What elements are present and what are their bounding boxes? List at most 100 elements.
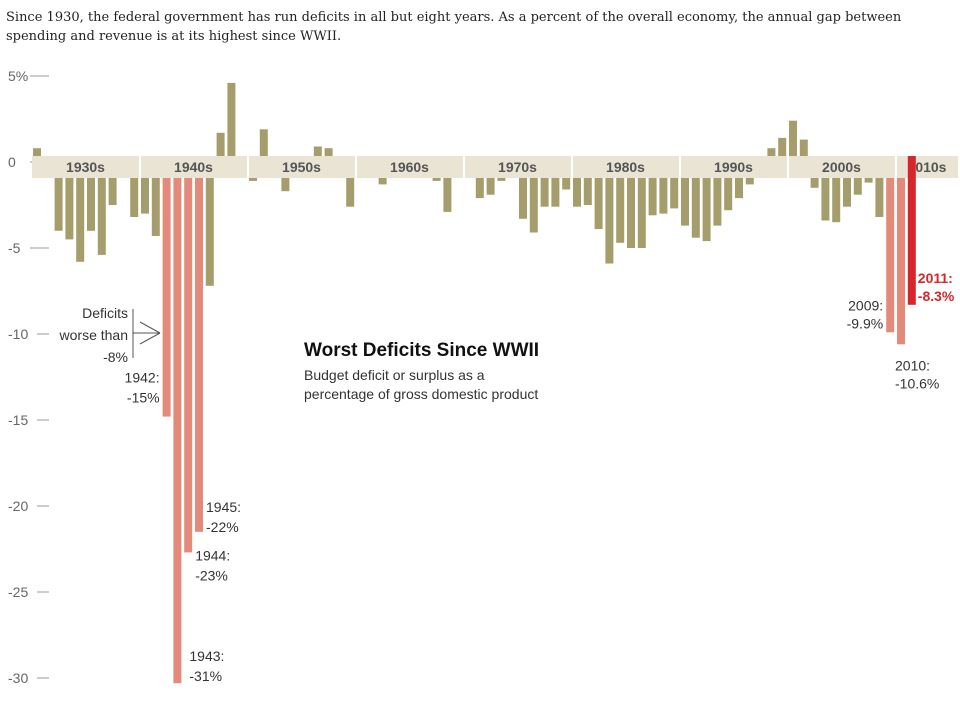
bar-1951 <box>259 129 268 162</box>
bar-1993 <box>713 162 722 226</box>
bar-1987 <box>648 162 657 216</box>
annotation-1942-value: -15% <box>127 390 160 406</box>
bar-1994 <box>724 162 733 211</box>
annotation-1945-year: 1945: <box>206 499 241 515</box>
threshold-bracket <box>132 309 161 358</box>
annotations: 1942: -15% 1943: -31% 1944: -23% 1945: -22% 2009… <box>125 270 955 684</box>
y-tick-label: -30 <box>8 670 28 686</box>
bar-1992 <box>702 162 711 242</box>
annotation-1943-year: 1943: <box>189 648 224 664</box>
bar-1999 <box>778 137 787 162</box>
annotation-1944-value: -23% <box>195 567 228 583</box>
bar-1982 <box>594 162 603 230</box>
decade-label-2000s: 2000s <box>822 159 861 175</box>
chart-title: Worst Deficits Since WWII <box>304 340 539 361</box>
decade-label-1940s: 1940s <box>174 159 213 175</box>
bar-1936 <box>97 162 106 255</box>
bar-1975 <box>519 162 527 219</box>
bar-1985 <box>627 162 635 248</box>
annotation-2011-year: 2011: <box>918 270 953 286</box>
bar-2005 <box>843 162 851 207</box>
bar-1941 <box>151 162 160 236</box>
bar-2011 <box>907 162 916 305</box>
annotation-2009-value: -9.9% <box>847 315 884 331</box>
decade-band-1930s <box>32 156 139 178</box>
threshold-note: Deficits worse than -8% <box>59 305 161 365</box>
bar-2011-band-segment <box>907 156 916 178</box>
y-axis: 5% 0 -5 -10 -15 -20 -25 -30 <box>8 68 49 686</box>
bar-1940 <box>141 162 149 214</box>
decade-label-1990s: 1990s <box>714 159 753 175</box>
bar-2006 <box>853 162 862 195</box>
chart-title-block: Worst Deficits Since WWII Budget deficit… <box>304 340 539 402</box>
bar-1998 <box>767 148 776 162</box>
bar-1971 <box>475 162 484 199</box>
bar-2001 <box>799 139 808 162</box>
bar-1935 <box>87 162 95 231</box>
decade-band: 1930s 1940s 1950s 1960s 1970s 1980s 1990s 2000s… <box>32 156 958 178</box>
chart-subtitle-line-2: percentage of gross domestic product <box>304 386 538 402</box>
y-tick-label: -10 <box>8 326 28 342</box>
bar-1980 <box>573 162 581 207</box>
bar-1932 <box>54 162 63 231</box>
y-tick-label: -20 <box>8 498 28 514</box>
bar-1968 <box>443 162 452 212</box>
threshold-note-line-1: Deficits <box>82 305 128 321</box>
bar-1977 <box>540 162 549 207</box>
annotation-2009-year: 2009: <box>848 297 883 313</box>
decade-label-1960s: 1960s <box>390 159 429 175</box>
decade-band-1990s <box>680 156 787 178</box>
bar-2003 <box>821 162 830 221</box>
bar-1981 <box>583 162 592 205</box>
bar-1939 <box>130 162 139 217</box>
annotation-1944-year: 1944: <box>195 547 230 563</box>
annotation-2011-value: -8.3% <box>918 288 955 304</box>
bar-1933 <box>65 162 74 240</box>
annotation-1945-value: -22% <box>206 519 239 535</box>
bar-2010 <box>897 162 905 345</box>
threshold-note-line-3: -8% <box>103 349 128 365</box>
decade-label-1980s: 1980s <box>606 159 645 175</box>
bar-2000 <box>789 120 797 162</box>
y-tick-label: -5 <box>8 240 21 256</box>
bar-1945 <box>195 162 203 532</box>
bar-1991 <box>691 162 700 238</box>
annotation-1943-value: -31% <box>189 668 222 684</box>
bar-1995 <box>735 162 743 199</box>
bar-1930 <box>33 148 41 162</box>
bar-1942 <box>162 162 171 417</box>
bar-2008 <box>875 162 884 217</box>
intro-text: Since 1930, the federal government has r… <box>6 10 902 44</box>
annotation-2010-year: 2010: <box>895 357 930 373</box>
decade-band-1950s <box>248 156 355 178</box>
decade-label-2010s: 2010s <box>908 159 947 175</box>
bar-1947 <box>216 132 225 162</box>
bar-1983 <box>605 162 614 264</box>
annotation-1942-year: 1942: <box>125 370 160 386</box>
bar-1986 <box>637 162 646 248</box>
y-tick-label: -15 <box>8 412 28 428</box>
bar-1943 <box>173 162 182 684</box>
bar-2009 <box>886 162 895 333</box>
chart-subtitle-line-1: Budget deficit or surplus as a <box>304 367 485 383</box>
decade-band-2000s <box>788 156 895 178</box>
y-tick-label: 5% <box>8 68 28 84</box>
decade-band-1980s <box>572 156 679 178</box>
bar-1989 <box>670 162 679 209</box>
bar-1946 <box>205 162 214 286</box>
decade-label-1950s: 1950s <box>282 159 321 175</box>
bar-1959 <box>346 162 355 207</box>
y-tick-label: -25 <box>8 584 28 600</box>
bar-1976 <box>529 162 538 233</box>
annotation-2010-value: -10.6% <box>895 375 939 391</box>
bar-1978 <box>551 162 560 207</box>
bar-1988 <box>659 162 668 214</box>
decade-band-1960s <box>356 156 463 178</box>
decade-label-1970s: 1970s <box>498 159 537 175</box>
threshold-note-line-2: worse than <box>59 327 128 343</box>
bar-1944 <box>184 162 193 553</box>
bar-1990 <box>681 162 689 226</box>
decade-label-1930s: 1930s <box>66 159 105 175</box>
bar-2004 <box>832 162 841 223</box>
decade-band-1940s <box>140 156 247 178</box>
